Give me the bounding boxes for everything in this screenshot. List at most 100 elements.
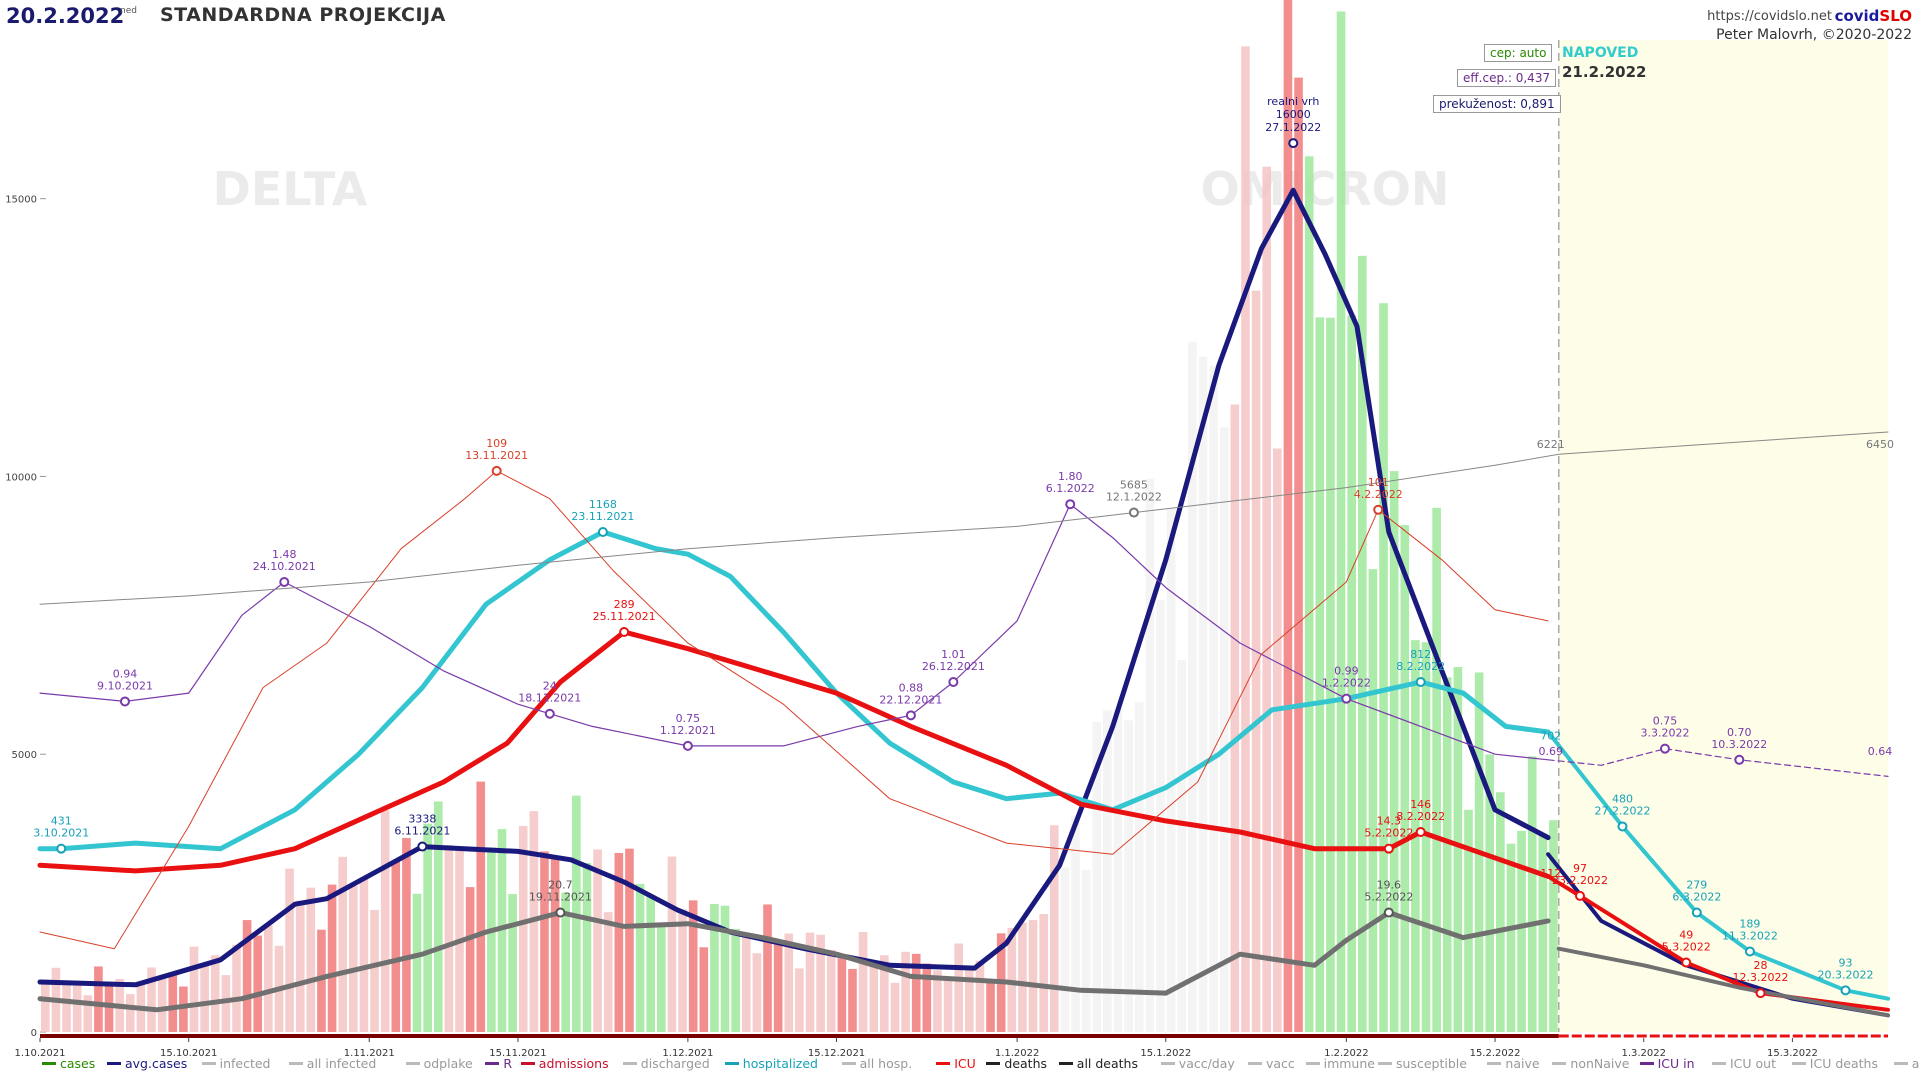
case-bar [465, 887, 475, 1032]
annotation-marker [417, 841, 428, 852]
annotation-marker [597, 527, 608, 537]
case-bar [1315, 317, 1325, 1032]
case-bar [1326, 317, 1335, 1032]
legend-label: ICU [954, 1056, 976, 1071]
case-bar [295, 900, 305, 1032]
legend-item-avg-cases[interactable]: avg.cases [107, 1056, 187, 1071]
case-bar [189, 946, 199, 1032]
case-bar [327, 884, 337, 1032]
case-bar [1538, 835, 1548, 1032]
annotation-label-7: 1168 23.11.2021 [571, 498, 634, 523]
legend-label: vacc/day [1178, 1056, 1235, 1071]
annotation-label-17: 14.3 5.2.2022 [1364, 815, 1413, 840]
legend-item-deaths[interactable]: deaths [986, 1056, 1047, 1071]
legend-item-icu-deaths[interactable]: ICU deaths [1791, 1056, 1878, 1071]
case-bar [625, 848, 634, 1032]
y-tick-label-0: 0 [31, 1028, 37, 1039]
annotation-marker [491, 465, 502, 476]
annotation-marker [1681, 957, 1692, 968]
annotation-label-19: 812 8.2.2022 [1396, 648, 1445, 673]
legend-swatch [1305, 1062, 1320, 1065]
legend-item-icu-in[interactable]: ICU in [1639, 1056, 1695, 1071]
legend-item-hospitalized[interactable]: hospitalized [724, 1056, 818, 1071]
case-bar [1357, 255, 1367, 1033]
case-bar [710, 903, 719, 1032]
case-bar [1379, 303, 1388, 1032]
case-bar [646, 895, 655, 1032]
case-bar [338, 856, 347, 1032]
case-bar [1273, 448, 1282, 1032]
x-tick-label-5: 15.12.2021 [808, 1048, 865, 1059]
legend-item-admissions[interactable]: admissions [520, 1056, 609, 1071]
case-bar [688, 900, 698, 1032]
annotation-label-4: 109 13.11.2021 [465, 437, 528, 462]
series-line-hospitalized [37, 529, 1551, 852]
header-brand: covidSLO [1835, 7, 1912, 25]
case-bar [741, 937, 751, 1032]
series-line-r-forecast [1547, 748, 1889, 777]
case-bar [94, 966, 103, 1032]
legend-item-r[interactable]: R [485, 1056, 512, 1071]
annotation-marker [1617, 821, 1628, 832]
case-bar [1018, 922, 1027, 1032]
case-bar [1209, 365, 1218, 1032]
legend: cases avg.cases infected all infected odplak… [0, 1054, 1920, 1078]
x-tick-label-0: 1.10.2021 [15, 1048, 66, 1059]
legend-swatch [1791, 1062, 1806, 1065]
legend-item-naive[interactable]: naive [1487, 1056, 1540, 1071]
case-bar [933, 970, 942, 1032]
legend-item-vacc[interactable]: vacc [1248, 1056, 1295, 1071]
legend-item-all-hosp-[interactable]: all hosp. [841, 1056, 912, 1071]
case-bar [540, 851, 549, 1032]
case-bar [264, 925, 273, 1032]
legend-item-discharged[interactable]: discharged [622, 1056, 710, 1071]
legend-item-immune[interactable]: immune [1305, 1056, 1375, 1071]
case-bar [1453, 667, 1463, 1032]
legend-item-all-deaths[interactable]: all deaths [1058, 1056, 1138, 1071]
y-tick-label-1: 5000 [12, 750, 37, 761]
legend-swatch [107, 1062, 121, 1065]
header-url[interactable]: https://covidslo.net [1707, 9, 1832, 24]
legend-swatch [1487, 1062, 1502, 1065]
annotation-label-0: 431 3.10.2021 [33, 815, 89, 840]
annotation-label-31: 189 11.3.2022 [1722, 917, 1778, 942]
annotation-marker [1734, 754, 1745, 765]
legend-label: vacc [1266, 1056, 1295, 1071]
legend-item-odplake[interactable]: odplake [405, 1056, 473, 1071]
series-line-hospitalized-forecast [1546, 730, 1890, 1001]
case-bar [200, 963, 209, 1032]
case-bar [370, 909, 379, 1032]
case-bar [1156, 599, 1165, 1032]
case-bar [1294, 77, 1303, 1033]
x-tick-label-8: 1.2.2022 [1324, 1048, 1369, 1059]
annotation-marker [1128, 507, 1139, 518]
annotation-label-12: 1.80 6.1.2022 [1046, 470, 1095, 495]
case-bar [157, 978, 167, 1032]
legend-item-icu[interactable]: ICU [936, 1056, 976, 1071]
annotation-label-14: realni vrh 16000 27.1.2022 [1265, 95, 1321, 134]
legend-item-cases[interactable]: cases [42, 1056, 95, 1071]
legend-item-infected[interactable]: infected [201, 1056, 270, 1071]
watermark-omicron: OMICRON [1201, 162, 1450, 216]
case-bar [1028, 920, 1038, 1032]
case-bar [593, 849, 602, 1032]
case-bar [1549, 820, 1558, 1032]
annotation-marker [948, 677, 959, 687]
legend-label: naive [1505, 1056, 1540, 1071]
case-bar [1527, 756, 1537, 1032]
legend-item-all-icu[interactable]: all ICU [1893, 1056, 1920, 1071]
case-bar [1251, 290, 1261, 1033]
case-bar [965, 968, 974, 1032]
legend-label: all infected [306, 1056, 377, 1071]
annotation-marker [1415, 827, 1426, 837]
annotation-marker [682, 740, 693, 751]
legend-label: nonNaive [1570, 1056, 1630, 1071]
case-bar [380, 810, 390, 1032]
legend-item-icu-out[interactable]: ICU out [1712, 1056, 1776, 1071]
legend-item-all-infected[interactable]: all infected [288, 1056, 377, 1071]
legend-item-vacc-day[interactable]: vacc/day [1160, 1056, 1235, 1071]
legend-item-susceptible[interactable]: susceptible [1378, 1056, 1467, 1071]
legend-item-nonnaive[interactable]: nonNaive [1552, 1056, 1629, 1071]
forecast-date: 21.2.2022 [1562, 63, 1647, 81]
